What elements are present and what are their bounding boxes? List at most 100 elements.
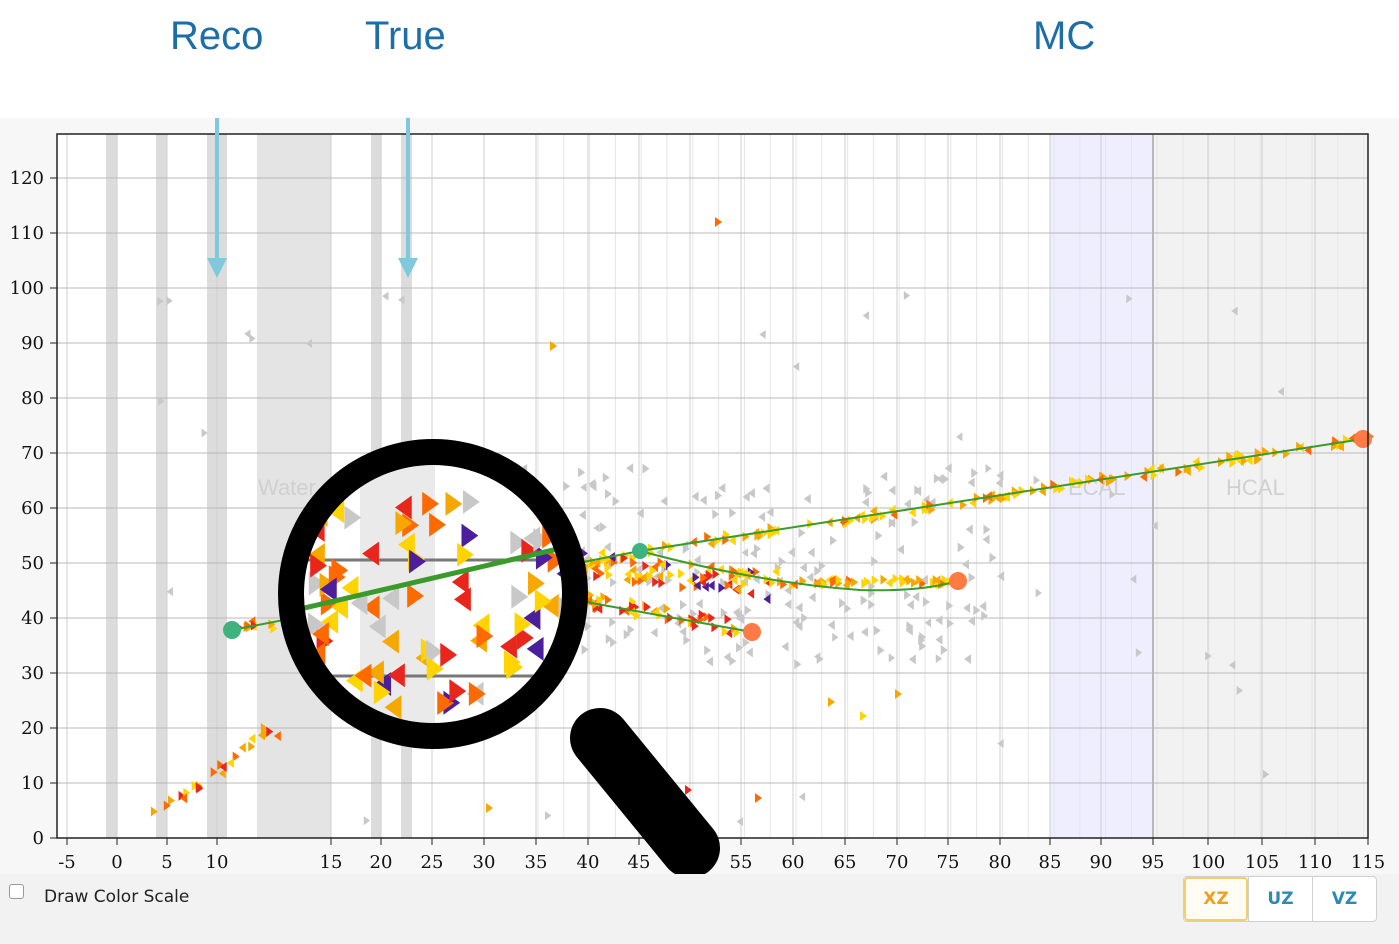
view-button-xz[interactable]: XZ: [1184, 877, 1248, 921]
hit-marker-colored: [663, 603, 671, 614]
hit-marker-colored: [845, 578, 853, 589]
hit-marker-grey: [166, 587, 173, 597]
magnified-hit: [461, 523, 479, 548]
hit-marker-grey: [868, 599, 876, 610]
hit-marker-grey: [873, 625, 881, 636]
hit-marker-grey: [906, 621, 914, 632]
hit-marker-grey: [612, 496, 620, 507]
magnified-hit: [500, 634, 517, 659]
hit-marker-grey: [741, 548, 749, 558]
hit-marker-colored: [657, 557, 665, 568]
hit-marker-grey: [996, 470, 1004, 481]
hit-marker-colored: [916, 575, 924, 586]
hit-marker-grey: [682, 543, 690, 554]
hit-marker-grey: [967, 477, 975, 488]
x-axis-tick-label: 10: [206, 852, 229, 873]
magnified-hit: [510, 530, 528, 555]
x-axis-tick-label: 60: [782, 852, 805, 873]
detector-plane: [106, 134, 117, 838]
hit-marker-colored: [895, 689, 902, 699]
hit-marker-colored: [704, 531, 712, 542]
x-axis-tick-label: 80: [989, 852, 1012, 873]
hit-marker-grey: [762, 483, 770, 494]
hit-marker-grey: [249, 333, 256, 343]
magnified-hit: [344, 505, 362, 530]
x-axis-tick-label: 40: [577, 852, 600, 873]
hit-marker-grey: [766, 507, 774, 518]
hit-marker-colored: [1139, 471, 1147, 482]
hit-marker-grey: [720, 607, 728, 618]
hit-marker-colored: [599, 554, 607, 565]
hit-marker-colored: [880, 574, 888, 585]
hit-marker-grey: [912, 591, 920, 602]
hit-marker-grey: [636, 508, 644, 519]
hit-marker-grey: [1231, 306, 1238, 316]
hit-marker-grey: [656, 547, 664, 558]
x-axis-tick-label: 25: [421, 852, 444, 873]
hit-marker-grey: [799, 562, 807, 573]
hit-marker-colored: [1150, 470, 1158, 481]
hit-marker-grey: [729, 656, 737, 667]
hit-marker-grey: [944, 463, 952, 474]
hit-marker-colored: [761, 528, 769, 539]
hit-marker-grey: [832, 632, 839, 642]
hit-marker-colored: [150, 806, 158, 817]
hit-marker-colored: [1175, 466, 1183, 477]
hit-marker-grey: [382, 291, 389, 301]
hit-marker-grey: [877, 645, 885, 656]
hit-marker-colored: [650, 562, 658, 573]
x-axis-tick-label: 75: [937, 852, 960, 873]
magnified-hit: [384, 695, 402, 720]
hit-marker-grey: [935, 634, 943, 645]
x-axis-tick-label: 95: [1142, 852, 1165, 873]
reco-track-secondary: [639, 550, 959, 592]
hit-marker-colored: [624, 569, 632, 580]
view-button-uz[interactable]: UZ: [1248, 877, 1312, 921]
hit-marker-grey: [814, 565, 822, 576]
magnified-hit: [373, 680, 391, 705]
hit-marker-grey: [545, 811, 552, 821]
hit-marker-grey: [868, 581, 876, 592]
magnified-hit: [514, 612, 532, 637]
view-button-vz[interactable]: VZ: [1312, 877, 1376, 921]
hit-marker-grey: [610, 577, 618, 588]
hit-marker-grey: [971, 468, 979, 479]
draw-color-scale-checkbox[interactable]: [9, 884, 24, 899]
hit-marker-grey: [736, 642, 744, 653]
hit-marker-colored: [630, 557, 638, 568]
hit-marker-colored: [686, 575, 694, 586]
hcal-label: HCAL: [1226, 475, 1285, 500]
hit-marker-colored: [180, 793, 188, 804]
hit-marker-colored: [596, 595, 604, 606]
annotation-reco-label: Reco: [170, 14, 264, 58]
hit-marker-grey: [803, 493, 811, 504]
hit-marker-colored: [693, 580, 701, 591]
hit-marker-colored: [752, 566, 760, 577]
y-axis-tick-label: 100: [10, 278, 44, 299]
hit-marker-grey: [906, 599, 914, 610]
hit-marker-grey: [922, 596, 930, 607]
hit-marker-colored: [908, 507, 916, 518]
hit-marker-grey: [578, 467, 586, 478]
hit-marker-grey: [814, 652, 821, 662]
magnified-hit: [426, 656, 444, 681]
hit-marker-colored: [637, 575, 645, 586]
magnified-hit: [516, 625, 534, 650]
hit-marker-grey: [398, 295, 405, 305]
hit-marker-colored: [646, 570, 654, 581]
hit-marker-colored: [217, 759, 225, 770]
hit-marker-grey: [605, 488, 613, 499]
hit-marker-colored: [841, 515, 849, 526]
hit-marker-grey: [973, 605, 981, 616]
hit-marker-grey: [623, 629, 631, 640]
magnified-hit: [445, 491, 463, 516]
hit-marker-grey: [860, 627, 868, 638]
hit-marker-grey: [691, 491, 699, 502]
hit-marker-colored: [550, 341, 557, 351]
hit-marker-colored: [698, 609, 706, 620]
hit-marker-grey: [1151, 521, 1158, 531]
hit-marker-colored: [733, 584, 741, 595]
magnified-hit: [327, 499, 345, 524]
